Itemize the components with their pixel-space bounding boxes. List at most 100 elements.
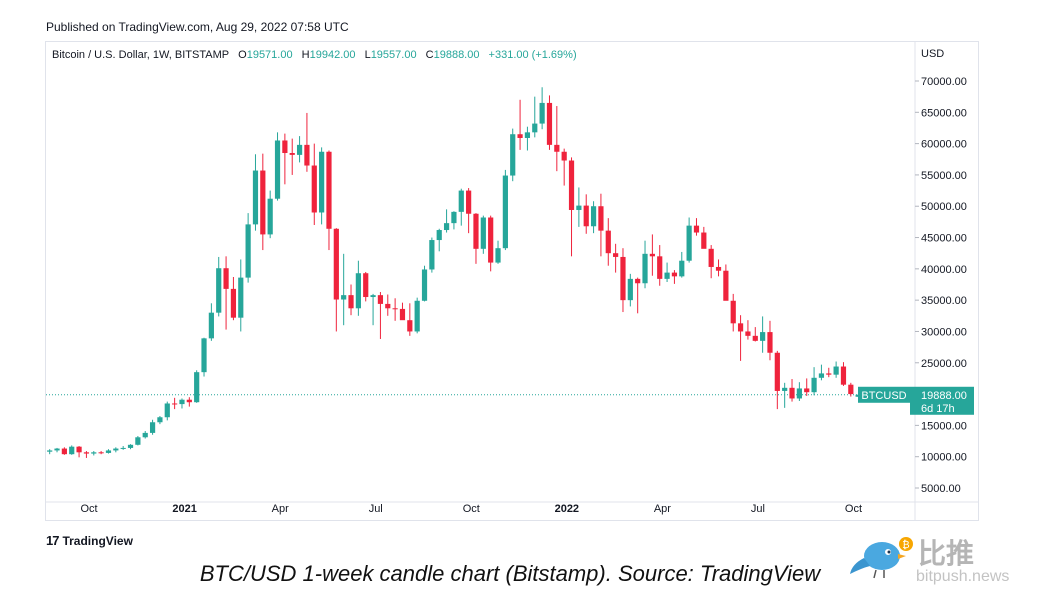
candle-body [517, 134, 523, 138]
candle-body [583, 205, 589, 227]
price-tick-label: 50000.00 [921, 201, 967, 213]
candle-body [370, 295, 376, 298]
candle-body [230, 288, 237, 318]
candle-body [142, 432, 148, 438]
open-label: O [238, 49, 247, 61]
candle-body [179, 399, 185, 405]
watermark-chinese: 比推 [918, 538, 975, 569]
bitpush-bird-icon: ₿ [850, 537, 913, 579]
candle-body [686, 225, 692, 261]
close-label: C [425, 49, 434, 61]
candle-body [539, 102, 545, 124]
candle-body [208, 312, 214, 339]
candle-body [840, 366, 847, 385]
candle-body [98, 452, 104, 454]
candle-body [730, 300, 736, 324]
ticker-tag-label: BTCUSD [861, 390, 906, 402]
candle-body [407, 320, 413, 332]
low-value: 19557.00 [370, 49, 417, 61]
candle-body [54, 448, 60, 451]
candle-body [473, 213, 479, 249]
chart-frame [45, 41, 979, 521]
candle-body [488, 217, 494, 263]
candle-body [201, 338, 207, 373]
candle-body [737, 323, 744, 332]
candle-body [671, 272, 678, 277]
figure-caption: BTC/USD 1-week candle chart (Bitstamp). … [199, 561, 821, 586]
price-tag-countdown: 6d 17h [921, 403, 955, 415]
price-tick-label: 10000.00 [921, 452, 967, 464]
price-tick-label: 30000.00 [921, 326, 967, 338]
candle-body [421, 269, 428, 301]
close-value: 19888.00 [433, 49, 480, 61]
published-info: Published on TradingView.com, Aug 29, 20… [46, 20, 349, 34]
price-tag-box [910, 386, 974, 415]
candle-body [826, 373, 832, 375]
candle-body [69, 446, 75, 455]
price-tick-label: 70000.00 [921, 76, 967, 88]
candle-body [568, 160, 575, 210]
price-tick-label: 35000.00 [921, 295, 967, 307]
candle-body [561, 151, 567, 161]
ticker-tag-box [858, 386, 910, 403]
candle-body [319, 151, 325, 213]
candle-body [701, 232, 707, 249]
candle-body [113, 448, 119, 451]
price-tick-label: 55000.00 [921, 170, 967, 182]
candle-body [657, 256, 663, 279]
candle-body [495, 248, 501, 263]
candle-body [245, 224, 251, 278]
candle-body [267, 198, 273, 235]
candle-body [502, 175, 508, 249]
high-value: 19942.00 [309, 49, 356, 61]
candle-body [635, 278, 641, 284]
candle-body [194, 372, 200, 403]
symbol-name: Bitcoin / U.S. Dollar, 1W, BITSTAMP [52, 49, 230, 61]
candle-body [363, 273, 369, 298]
candle-body [289, 153, 295, 155]
candle-body [414, 300, 420, 332]
tradingview-logo-text: TradingView [62, 533, 133, 548]
candle-body [83, 452, 90, 454]
candle-body [613, 253, 619, 257]
candle-body [811, 377, 817, 393]
candle-body [47, 450, 53, 452]
candle-body [164, 403, 170, 418]
svg-text:₿: ₿ [902, 539, 909, 551]
candle-body [172, 403, 178, 405]
candle-body [157, 417, 163, 423]
candle-body [216, 268, 222, 313]
open-value: 19571.00 [246, 49, 293, 61]
candle-body [598, 206, 604, 231]
price-tag-value: 19888.00 [921, 390, 967, 402]
candle-body [723, 270, 729, 301]
candle-body [627, 278, 633, 301]
candle-body [238, 277, 244, 318]
candle-body [590, 206, 597, 227]
candle-body [664, 272, 670, 279]
tradingview-logo[interactable]: 17 TradingView [46, 533, 133, 548]
candle-body [260, 170, 266, 235]
tradingview-logo-icon: 17 [46, 533, 60, 548]
candle-body [679, 260, 685, 277]
candle-body [605, 230, 611, 254]
candle-body [105, 450, 112, 453]
candle-body [804, 388, 810, 393]
candle-body [282, 140, 288, 154]
candle-body [135, 437, 141, 445]
candle-body [782, 387, 788, 391]
candle-body [149, 422, 156, 433]
candle-body [377, 295, 384, 304]
candle-body [458, 190, 464, 212]
candle-body [546, 102, 553, 145]
candle-body [554, 144, 560, 152]
time-tick-label: Jul [751, 503, 765, 515]
candle-body [311, 165, 317, 213]
candle-body [708, 248, 714, 267]
time-tick-label: Jul [369, 503, 383, 515]
candle-body [760, 332, 766, 341]
currency-label: USD [921, 48, 945, 60]
price-tick-label: 15000.00 [921, 420, 967, 432]
candle-body [296, 144, 303, 155]
